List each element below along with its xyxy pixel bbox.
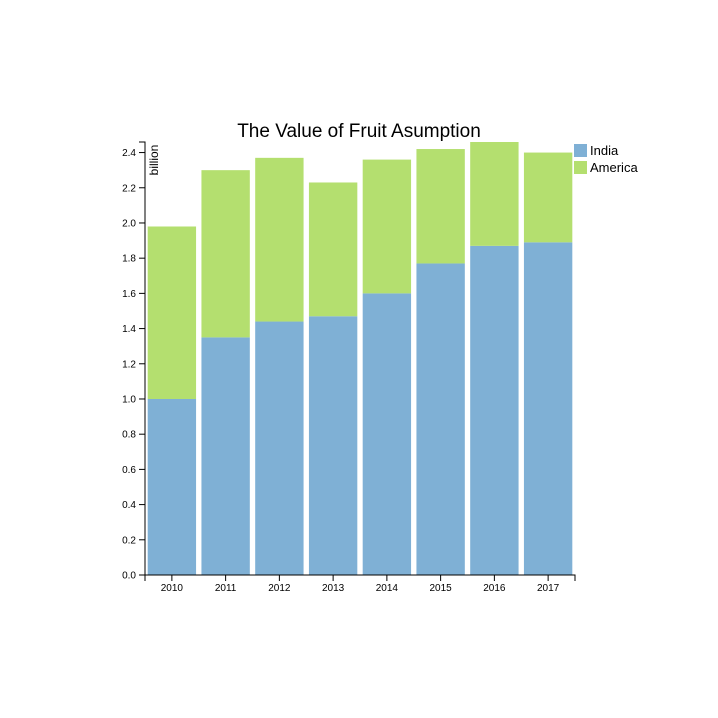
bar-india-2015	[416, 263, 465, 575]
y-axis-label: billion	[147, 145, 161, 176]
bar-india-2012	[255, 321, 304, 575]
bar-america-2016	[470, 142, 519, 246]
legend-swatch-india	[574, 144, 587, 157]
legend: India America	[574, 143, 638, 175]
x-tick-label: 2012	[268, 583, 291, 594]
bars	[147, 142, 573, 575]
y-tick-label: 0.4	[122, 500, 136, 511]
bar-india-2011	[201, 337, 250, 575]
x-tick-label: 2010	[161, 583, 184, 594]
y-tick-label: 0.0	[122, 571, 136, 582]
bar-america-2017	[523, 152, 573, 243]
x-axis: 2010 2011 2012 2013 2014 2015 2016 2017	[144, 574, 576, 594]
y-axis-line	[139, 141, 146, 576]
bar-india-2016	[470, 245, 519, 575]
y-tick-label: 0.2	[122, 535, 136, 546]
y-tick-label: 1.0	[122, 394, 136, 405]
x-tick-label: 2015	[430, 583, 453, 594]
bar-america-2011	[201, 170, 250, 338]
legend-label-india: India	[590, 143, 619, 158]
y-tick-label: 1.4	[122, 324, 136, 335]
bar-america-2015	[416, 149, 465, 264]
chart-title: The Value of Fruit Asumption	[237, 121, 481, 142]
x-axis-line	[144, 574, 576, 581]
x-tick-label: 2011	[215, 583, 237, 594]
x-tick-label: 2017	[537, 583, 560, 594]
legend-swatch-america	[574, 161, 587, 174]
y-tick-label: 1.6	[122, 289, 136, 300]
bar-india-2014	[362, 293, 412, 575]
bar-india-2010	[147, 398, 197, 575]
y-tick-label: 2.0	[122, 218, 136, 229]
bar-america-2014	[362, 159, 412, 294]
x-tick-label: 2016	[483, 583, 506, 594]
y-tick-label: 1.8	[122, 254, 136, 265]
y-tick-label: 1.2	[122, 359, 136, 370]
x-tick-label: 2013	[322, 583, 345, 594]
bar-india-2013	[308, 316, 358, 575]
x-tick-label: 2014	[376, 583, 399, 594]
y-tick-label: 0.8	[122, 430, 136, 441]
bar-america-2010	[147, 226, 197, 399]
y-axis: 0.0 0.2 0.4 0.6 0.8 1.0 1.2 1.4 1.6 1.8 2.0 2.2 2.4	[122, 141, 146, 582]
bar-america-2012	[255, 157, 304, 322]
y-tick-label: 2.2	[122, 183, 136, 194]
bar-india-2017	[523, 242, 573, 575]
bar-america-2013	[308, 182, 358, 317]
y-tick-label: 0.6	[122, 465, 136, 476]
legend-label-america: America	[590, 160, 638, 175]
y-tick-label: 2.4	[122, 148, 136, 159]
